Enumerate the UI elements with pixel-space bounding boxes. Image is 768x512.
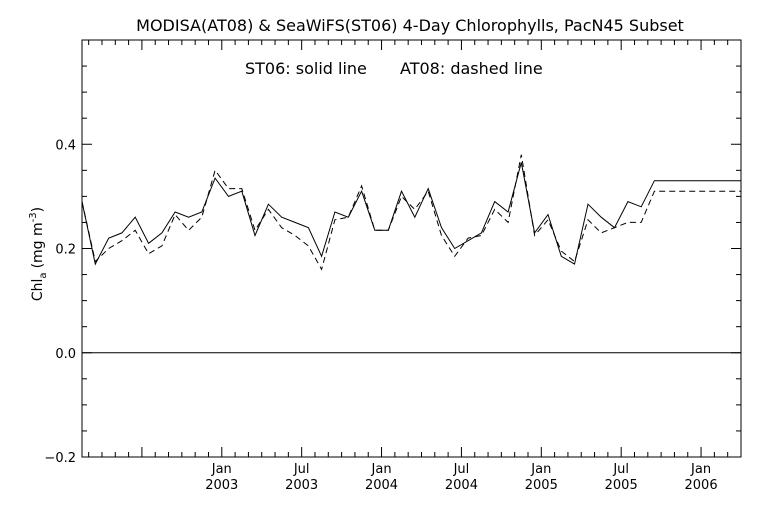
- y-axis-label-name: Chl: [30, 279, 46, 302]
- x-tick-label-month: Jan: [211, 462, 232, 477]
- x-tick-label-month: Jan: [371, 462, 392, 477]
- plot-frame: [81, 39, 742, 458]
- x-tick-label-year: 2004: [365, 478, 398, 493]
- series-line-at08: [81, 154, 741, 271]
- x-tick-label-year: 2005: [605, 478, 638, 493]
- x-tick-label-month: Jul: [612, 462, 629, 477]
- legend-solid: ST06: solid line: [245, 59, 367, 78]
- x-tick-label-month: Jul: [293, 462, 310, 477]
- y-axis-label-unit: (mg m: [30, 222, 46, 268]
- y-tick-label: 0.0: [55, 347, 76, 362]
- x-tick-label-year: 2003: [285, 478, 318, 493]
- y-axis-ticks: −0.2 0.0 0.2 0.4: [44, 39, 741, 466]
- x-axis-ticks: Jan2003Jul2003Jan2004Jul2004Jan2005Jul20…: [88, 40, 742, 493]
- series-line-st06: [81, 162, 741, 266]
- legend-dashed: AT08: dashed line: [400, 59, 543, 78]
- x-tick-label-year: 2006: [685, 478, 718, 493]
- x-tick-label-month: Jan: [530, 462, 551, 477]
- x-tick-label-month: Jul: [453, 462, 470, 477]
- x-tick-label-month: Jan: [690, 462, 711, 477]
- y-tick-label: 0.2: [55, 243, 76, 258]
- y-tick-label: 0.4: [55, 138, 76, 153]
- x-tick-label-year: 2005: [525, 478, 558, 493]
- x-tick-label-year: 2003: [205, 478, 238, 493]
- chart-title: MODISA(AT08) & SeaWiFS(ST06) 4-Day Chlor…: [136, 16, 684, 35]
- x-tick-label-year: 2004: [445, 478, 478, 493]
- series-layer: [81, 154, 741, 271]
- y-axis-label-unit-exponent: -3: [28, 212, 39, 222]
- y-axis-label-unit-close: ): [30, 207, 46, 212]
- y-axis-label: Chla (mg m-3): [28, 207, 49, 301]
- y-tick-label: −0.2: [44, 451, 76, 466]
- y-axis-label-subscript: a: [38, 272, 49, 278]
